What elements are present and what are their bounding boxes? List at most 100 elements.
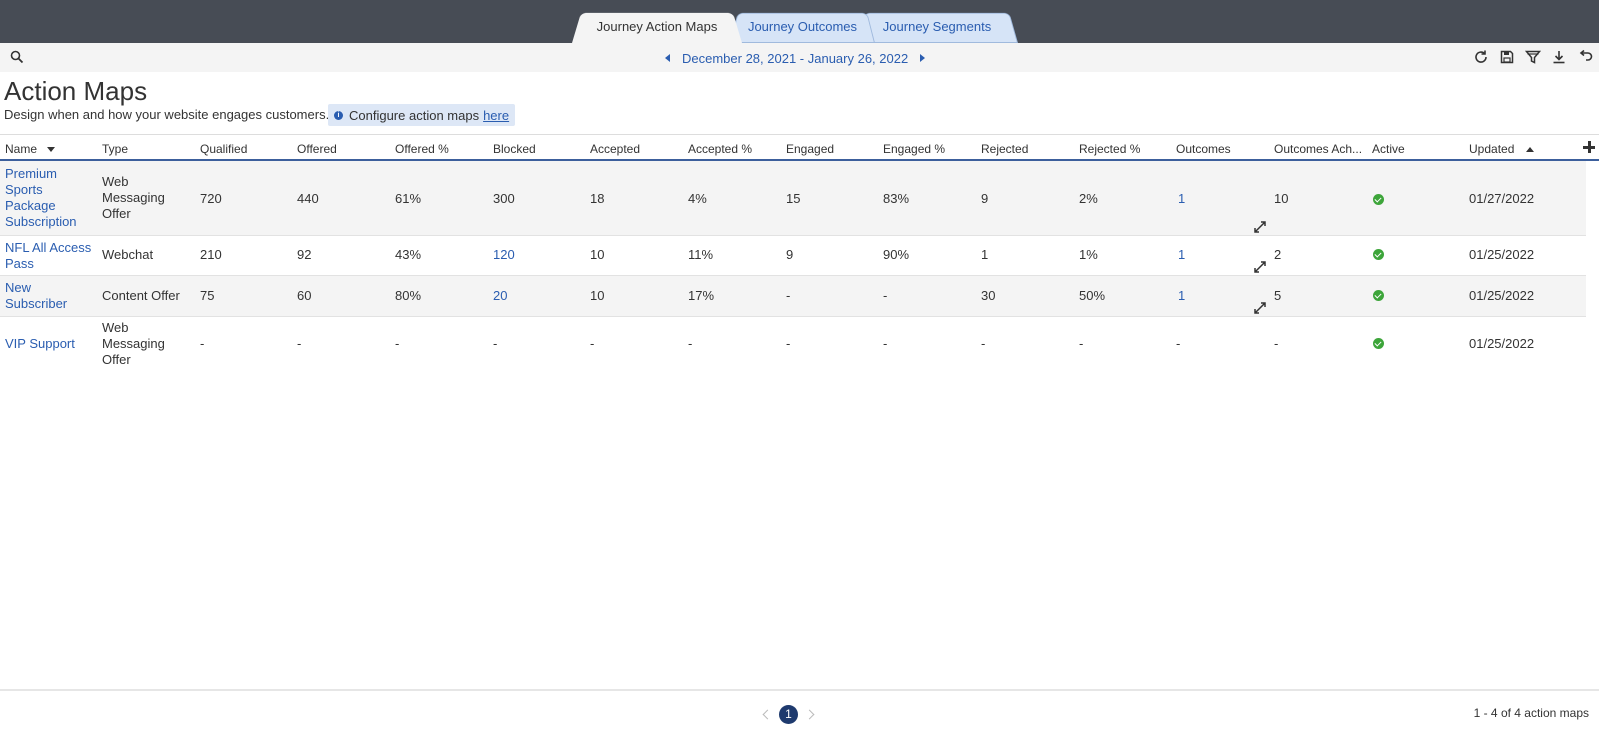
expand-icon[interactable]	[1254, 221, 1266, 233]
column-header-type[interactable]: Type	[102, 142, 129, 156]
add-column-icon[interactable]	[1583, 141, 1595, 153]
column-header-active[interactable]: Active	[1372, 142, 1405, 156]
row-offered: 92	[297, 247, 312, 262]
column-header-blocked[interactable]: Blocked	[493, 142, 536, 156]
date-range-label[interactable]: December 28, 2021 - January 26, 2022	[682, 50, 909, 66]
undo-icon[interactable]	[1577, 49, 1593, 65]
sort-down-icon[interactable]	[47, 147, 56, 153]
row-type: Webchat	[102, 247, 154, 262]
row-accepted: 18	[590, 191, 605, 206]
tab-label: Journey Action Maps	[596, 18, 718, 34]
column-header-outcomes[interactable]: Outcomes	[1176, 142, 1231, 156]
row-rejected-pct: 50%	[1079, 288, 1106, 303]
column-header-offered-pct[interactable]: Offered %	[395, 142, 449, 156]
active-check-icon	[1373, 338, 1384, 349]
column-header-qualified[interactable]: Qualified	[200, 142, 248, 156]
column-header-accepted[interactable]: Accepted	[590, 142, 641, 156]
row-engaged: -	[786, 288, 791, 303]
table-header: Name Type Qualified Offered Offered % Bl…	[0, 134, 1599, 161]
toolbar-actions	[1473, 49, 1593, 65]
row-updated: 01/25/2022	[1469, 336, 1535, 351]
row-blocked-link[interactable]: 20	[493, 288, 508, 303]
row-blocked-link[interactable]: 120	[493, 247, 515, 262]
row-rejected: 1	[981, 247, 989, 262]
column-header-name[interactable]: Name	[5, 142, 56, 156]
refresh-icon[interactable]	[1473, 49, 1489, 65]
sort-up-icon[interactable]	[1526, 147, 1535, 153]
page-title: Action Maps	[4, 76, 148, 106]
expand-icon[interactable]	[1254, 302, 1266, 314]
download-icon[interactable]	[1551, 49, 1567, 65]
row-engaged-pct: -	[883, 336, 888, 351]
tab-journey-segments[interactable]: Journey Segments	[856, 9, 1018, 43]
row-rejected: 30	[981, 288, 996, 303]
row-updated: 01/27/2022	[1469, 191, 1535, 206]
row-engaged-pct: 90%	[883, 247, 910, 262]
row-offered: 60	[297, 288, 312, 303]
previous-range-icon[interactable]	[665, 54, 670, 62]
row-rejected-pct: 1%	[1079, 247, 1098, 262]
row-name-link[interactable]: VIP Support	[5, 336, 75, 351]
row-qualified: 75	[200, 288, 215, 303]
row-offered-pct: 80%	[395, 288, 422, 303]
row-blocked: 300	[493, 191, 515, 206]
configure-banner: i Configure action maps here	[328, 104, 516, 126]
save-icon[interactable]	[1499, 49, 1515, 65]
row-rejected-pct: -	[1079, 336, 1084, 351]
filter-icon[interactable]	[1525, 49, 1541, 65]
row-name-link[interactable]: New Subscriber	[5, 280, 68, 311]
row-accepted: -	[590, 336, 595, 351]
page-number-current[interactable]: 1	[779, 705, 798, 724]
column-header-offered[interactable]: Offered	[297, 142, 337, 156]
next-range-icon[interactable]	[920, 54, 926, 62]
column-header-updated[interactable]: Updated	[1469, 142, 1535, 156]
next-page-icon[interactable]	[804, 709, 815, 720]
row-outcomes-link[interactable]: 1	[1178, 191, 1186, 206]
expand-icon[interactable]	[1254, 261, 1266, 273]
column-header-accepted-pct[interactable]: Accepted %	[688, 142, 753, 156]
row-name-link[interactable]: NFL All Access Pass	[5, 240, 92, 271]
column-label: Name	[5, 142, 38, 156]
table-row: VIP Support Web Messaging Offer - - - - …	[0, 317, 1586, 372]
row-engaged: 9	[786, 247, 794, 262]
row-updated: 01/25/2022	[1469, 288, 1535, 303]
row-name-link[interactable]: Premium Sports Package Subscription	[5, 166, 77, 229]
table-row: Premium Sports Package Subscription Web …	[0, 161, 1586, 236]
column-header-engaged[interactable]: Engaged	[786, 142, 835, 156]
results-count: 1 - 4 of 4 action maps	[1473, 706, 1589, 720]
row-outcomes-link[interactable]: 1	[1178, 247, 1186, 262]
row-accepted-pct: 4%	[688, 191, 707, 206]
table-footer: 1 1 - 4 of 4 action maps	[0, 689, 1599, 734]
row-updated: 01/25/2022	[1469, 247, 1535, 262]
column-label: Updated	[1469, 142, 1515, 156]
column-header-rejected[interactable]: Rejected	[981, 142, 1029, 156]
search-icon[interactable]	[10, 50, 24, 64]
row-qualified: 210	[200, 247, 222, 262]
row-engaged: 15	[786, 191, 801, 206]
table-row: New Subscriber Content Offer 75 60 80% 2…	[0, 276, 1586, 317]
top-tab-bar: Journey Segments Journey Outcomes Journe…	[0, 0, 1599, 43]
toolbar: December 28, 2021 - January 26, 2022	[0, 43, 1599, 72]
row-engaged: -	[786, 336, 791, 351]
tab-journey-action-maps[interactable]: Journey Action Maps	[572, 9, 742, 43]
row-accepted: 10	[590, 247, 605, 262]
row-rejected: -	[981, 336, 986, 351]
tab-journey-outcomes[interactable]: Journey Outcomes	[730, 9, 875, 43]
page-subtitle: Design when and how your website engages…	[4, 107, 330, 122]
row-accepted-pct: 17%	[688, 288, 715, 303]
row-rejected: 9	[981, 191, 989, 206]
row-accepted-pct: 11%	[688, 247, 714, 262]
row-outcomes-achieved: 2	[1274, 247, 1282, 262]
previous-page-icon[interactable]	[762, 709, 773, 720]
active-check-icon	[1373, 249, 1384, 260]
row-type: Web Messaging Offer	[102, 320, 165, 367]
row-qualified: 720	[200, 191, 222, 206]
row-outcomes-link[interactable]: 1	[1178, 288, 1186, 303]
table-row: NFL All Access Pass Webchat 210 92 43% 1…	[0, 236, 1586, 276]
column-header-outcomes-achieved[interactable]: Outcomes Ach...	[1274, 142, 1363, 156]
pagination: 1	[762, 705, 815, 724]
configure-here-link[interactable]: here	[483, 107, 510, 123]
column-header-engaged-pct[interactable]: Engaged %	[883, 142, 946, 156]
row-accepted: 10	[590, 288, 605, 303]
column-header-rejected-pct[interactable]: Rejected %	[1079, 142, 1141, 156]
